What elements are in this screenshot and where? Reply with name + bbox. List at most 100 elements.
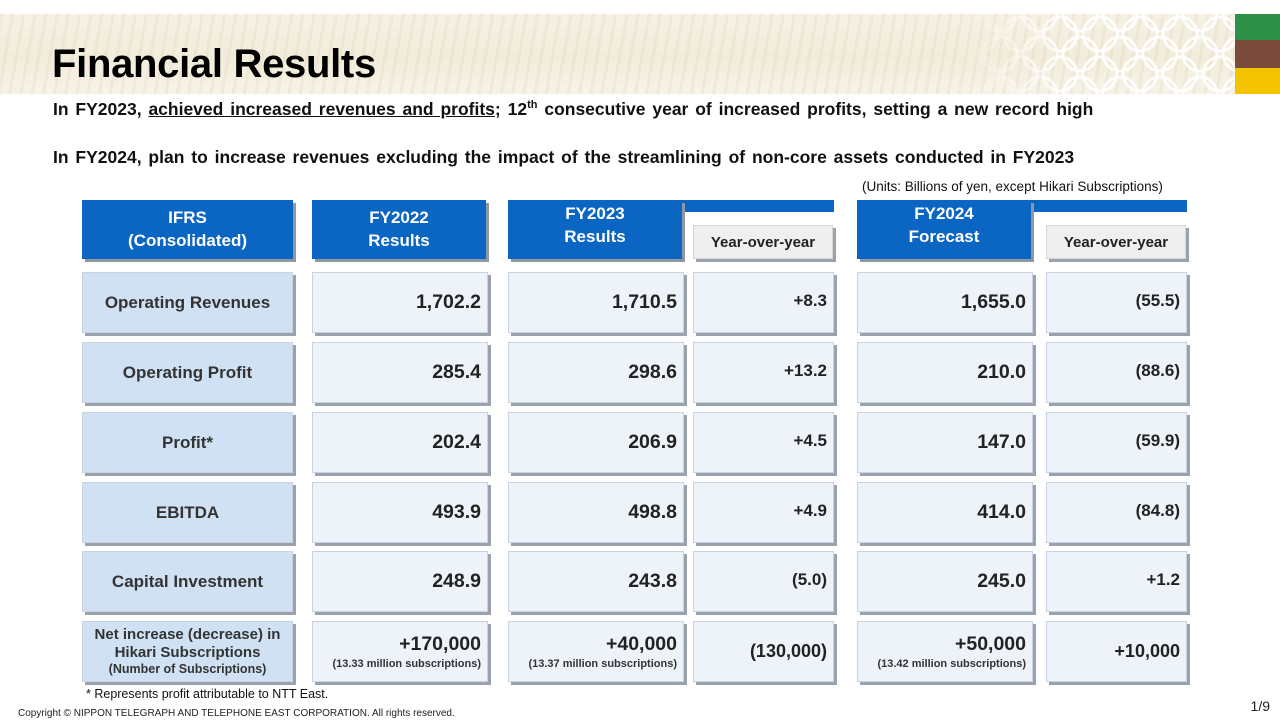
cell-fy2022: 493.9 [312,482,488,543]
cell-fy2022: 285.4 [312,342,488,403]
cell-fy2024-yoy: (59.9) [1046,412,1187,473]
footnote: * Represents profit attributable to NTT … [86,687,329,701]
cell-value: 414.0 [977,501,1026,523]
hikari-label-line3: (Number of Subscriptions) [108,662,267,676]
header-fy2023-line1: FY2023 [565,203,625,223]
cell-value: 1,655.0 [960,291,1026,313]
cell-value: 248.9 [432,570,481,592]
highlight-fy2024: In FY2024, plan to increase revenues exc… [53,147,1075,167]
row-label-hikari-subscriptions: Net increase (decrease) in Hikari Subscr… [82,621,293,682]
cell-value: 1,710.5 [611,291,677,313]
row-label-profit: Profit* [82,412,293,473]
cell-value: +1.2 [1146,570,1180,589]
cell-fy2022: +170,000 (13.33 million subscriptions) [312,621,488,682]
cell-value: 1,702.2 [415,291,481,313]
cell-subscriptions-total: (13.37 million subscriptions) [528,658,677,670]
cell-value: (55.5) [1135,291,1180,310]
cell-value: 147.0 [977,431,1026,453]
cell-fy2024: 1,655.0 [857,272,1033,333]
cell-fy2023: 206.9 [508,412,684,473]
row-label-operating-revenues: Operating Revenues [82,272,293,333]
cell-value: +170,000 [399,633,481,655]
hikari-label-line1: Net increase (decrease) in [94,626,281,643]
cell-fy2023: 498.8 [508,482,684,543]
cell-fy2023-yoy: +4.5 [693,412,834,473]
cell-value: (5.0) [792,570,827,589]
header-fy2023-line2: Results [564,226,626,246]
header-fy2024-yoy: Year-over-year [1046,225,1186,259]
cell-value: (84.8) [1135,501,1180,520]
cell-subscriptions-total: (13.42 million subscriptions) [877,658,1026,670]
cell-subscriptions-total: (13.33 million subscriptions) [332,658,481,670]
highlight-fy2023-underlined: achieved increased revenues and profits [148,99,495,119]
cell-fy2023-yoy: +13.2 [693,342,834,403]
hikari-label-line2: Hikari Subscriptions [114,644,261,661]
cell-fy2024-yoy: (84.8) [1046,482,1187,543]
cell-value: 493.9 [432,501,481,523]
accent-block-green [1235,14,1280,40]
cell-fy2022: 202.4 [312,412,488,473]
copyright: Copyright © NIPPON TELEGRAPH AND TELEPHO… [18,708,455,719]
cell-fy2024-yoy: +10,000 [1046,621,1187,682]
cell-value: 202.4 [432,431,481,453]
row-label-ebitda: EBITDA [82,482,293,543]
highlight-fy2023-pre: In FY2023, [53,99,149,119]
cell-fy2023: +40,000 (13.37 million subscriptions) [508,621,684,682]
cell-value: 243.8 [628,570,677,592]
header-ifrs: IFRS (Consolidated) [82,200,293,259]
header-fy2022-line1: FY2022 [369,207,429,227]
cell-value: 206.9 [628,431,677,453]
row-label-operating-profit: Operating Profit [82,342,293,403]
highlight-fy2023-sup: th [527,99,538,111]
cell-fy2024: 245.0 [857,551,1033,612]
cell-fy2023-yoy: (130,000) [693,621,834,682]
cell-fy2024-yoy: +1.2 [1046,551,1187,612]
cell-value: 245.0 [977,570,1026,592]
cell-fy2024: 147.0 [857,412,1033,473]
header-band: Financial Results [0,14,1280,94]
units-note: (Units: Billions of yen, except Hikari S… [862,179,1163,194]
page-title: Financial Results [52,42,376,86]
cell-fy2023-yoy: +8.3 [693,272,834,333]
cell-value: (130,000) [749,641,827,661]
cell-value: +8.3 [793,291,827,310]
header-fy2023: FY2023 Results [508,200,682,259]
cell-fy2024: 210.0 [857,342,1033,403]
page-number: 1/9 [1250,698,1270,714]
cell-value: 498.8 [628,501,677,523]
cell-value: 298.6 [628,361,677,383]
header-fy2022: FY2022 Results [312,200,486,259]
cell-fy2022: 1,702.2 [312,272,488,333]
cell-fy2023-yoy: +4.9 [693,482,834,543]
header-fy2024: FY2024 Forecast [857,200,1031,259]
cell-fy2022: 248.9 [312,551,488,612]
row-label-capital-investment: Capital Investment [82,551,293,612]
cell-value: +50,000 [954,633,1026,655]
header-fy2024-line2: Forecast [908,226,980,246]
cell-fy2023: 298.6 [508,342,684,403]
header-ifrs-line2: (Consolidated) [128,230,247,250]
cell-value: 210.0 [977,361,1026,383]
decorative-pattern [960,14,1280,94]
cell-fy2023: 1,710.5 [508,272,684,333]
cell-value: (59.9) [1135,431,1180,450]
cell-fy2023-yoy: (5.0) [693,551,834,612]
header-ifrs-line1: IFRS [168,207,207,227]
highlight-fy2023-mid: ; 12 [494,99,528,119]
cell-value: +13.2 [783,361,827,380]
cell-fy2024: 414.0 [857,482,1033,543]
highlight-fy2023: In FY2023, achieved increased revenues a… [53,99,1093,120]
cell-fy2023: 243.8 [508,551,684,612]
header-fy2024-line1: FY2024 [914,203,974,223]
header-fy2023-yoy: Year-over-year [693,225,833,259]
cell-value: (88.6) [1135,361,1180,380]
highlight-fy2023-post: consecutive year of increased profits, s… [537,99,1094,119]
cell-value: +4.5 [793,431,827,450]
accent-block-yellow [1235,68,1280,94]
cell-fy2024-yoy: (88.6) [1046,342,1187,403]
cell-fy2024: +50,000 (13.42 million subscriptions) [857,621,1033,682]
cell-value: +10,000 [1114,641,1180,661]
accent-block-brown [1235,40,1280,68]
header-fy2022-line2: Results [368,230,430,250]
cell-value: +40,000 [605,633,677,655]
